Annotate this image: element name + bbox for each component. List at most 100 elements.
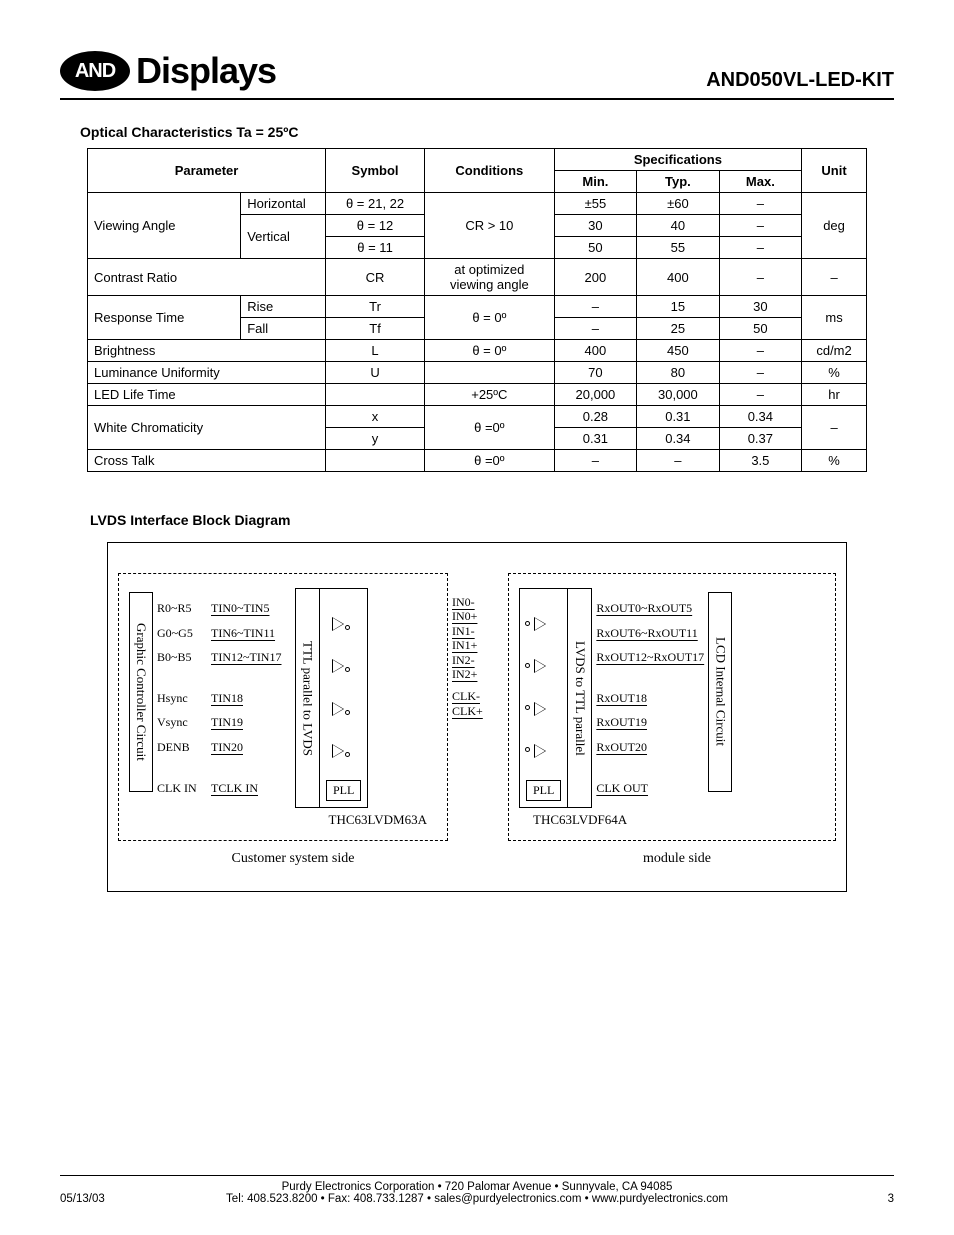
cell-va-r3-min: 50 — [554, 237, 636, 259]
cell-va-unit: deg — [802, 193, 867, 259]
row-brightness: Brightness — [88, 340, 326, 362]
part-number: AND050VL-LED-KIT — [706, 69, 894, 92]
cell-cr-sym: CR — [326, 259, 425, 296]
clkout: CLK OUT — [596, 781, 704, 795]
block-lvds-to-ttl: LVDS to TTL parallel — [567, 589, 591, 807]
logo-mark-text: AND — [75, 60, 115, 83]
lvds-in1m: IN1- — [452, 624, 504, 638]
cell-wc-cond: θ =0º — [425, 406, 555, 450]
cell-rt-r2-min: – — [554, 318, 636, 340]
footer-line1: Purdy Electronics Corporation • 720 Palo… — [60, 1181, 894, 1193]
cell-br-unit: cd/m2 — [802, 340, 867, 362]
rxout0: RxOUT0~RxOUT5 — [596, 601, 704, 615]
cell-va-r2-min: 30 — [554, 215, 636, 237]
rxout18: RxOUT18 — [596, 691, 704, 705]
cell-va-r1-max: – — [719, 193, 801, 215]
block-lcd-internal: LCD Internal Circuit — [708, 592, 732, 792]
cell-rt-sym2: Tf — [326, 318, 425, 340]
cell-va-r3-max: – — [719, 237, 801, 259]
footer-page-number: 3 — [888, 1193, 894, 1205]
label-customer-side: Customer system side — [118, 851, 468, 867]
cell-wc-unit: – — [802, 406, 867, 450]
lvds-in1p: IN1+ — [452, 638, 504, 652]
th-unit: Unit — [802, 149, 867, 193]
sig-vsync: Vsync — [157, 715, 203, 729]
row-cross-talk: Cross Talk — [88, 450, 326, 472]
lvds-in2p: IN2+ — [452, 667, 504, 681]
label-ttl-to-lvds: TTL parallel to LVDS — [300, 635, 316, 762]
lvds-in2m: IN2- — [452, 653, 504, 667]
cell-va-r1-min: ±55 — [554, 193, 636, 215]
cell-va-r2-max: – — [719, 215, 801, 237]
cell-rt-r2-typ: 25 — [637, 318, 719, 340]
cell-ct-max: 3.5 — [719, 450, 801, 472]
footer-line2: Tel: 408.523.8200 • Fax: 408.733.1287 • … — [60, 1193, 894, 1205]
label-lcd-internal: LCD Internal Circuit — [712, 631, 728, 752]
logo-mark: AND — [60, 51, 130, 91]
cell-rt-r1-max: 30 — [719, 296, 801, 318]
row-viewing-angle: Viewing Angle — [88, 193, 241, 259]
chip-thc63lvdm63a: THC63LVDM63A — [129, 812, 437, 828]
row-response: Response Time — [88, 296, 241, 340]
row-luminance: Luminance Uniformity — [88, 362, 326, 384]
tin20: TIN20 — [211, 740, 291, 754]
lvds-diagram-title: LVDS Interface Block Diagram — [90, 512, 894, 528]
logo: AND Displays — [60, 50, 276, 92]
tin0: TIN0~TIN5 — [211, 601, 291, 615]
sig-hsync: Hsync — [157, 691, 203, 705]
cell-ct-cond: θ =0º — [425, 450, 555, 472]
cell-wc-sym2: y — [326, 428, 425, 450]
cell-va-r2-typ: 40 — [637, 215, 719, 237]
cell-ct-sym — [326, 450, 425, 472]
cell-rt-fall: Fall — [241, 318, 326, 340]
cell-ll-cond: +25ºC — [425, 384, 555, 406]
sig-b: B0~B5 — [157, 650, 203, 664]
cell-br-max: – — [719, 340, 801, 362]
cell-wc-r1-typ: 0.31 — [637, 406, 719, 428]
lvds-in0m: IN0- — [452, 595, 504, 609]
cell-rt-cond: θ = 0º — [425, 296, 555, 340]
tclkin: TCLK IN — [211, 781, 291, 795]
block-graphic-controller: Graphic Controller Circuit — [129, 592, 153, 792]
cell-wc-r2-max: 0.37 — [719, 428, 801, 450]
rxout19: RxOUT19 — [596, 715, 704, 729]
cell-ll-typ: 30,000 — [637, 384, 719, 406]
cell-cr-typ: 400 — [637, 259, 719, 296]
cell-va-horizontal: Horizontal — [241, 193, 326, 215]
cell-br-sym: L — [326, 340, 425, 362]
block-ttl-to-lvds: TTL parallel to LVDS — [296, 589, 320, 807]
cell-rt-unit: ms — [802, 296, 867, 340]
cell-va-sym1: θ = 21, 22 — [326, 193, 425, 215]
footer-date: 05/13/03 — [60, 1193, 105, 1205]
cell-wc-r1-min: 0.28 — [554, 406, 636, 428]
lvds-in0p: IN0+ — [452, 609, 504, 623]
cell-wc-sym1: x — [326, 406, 425, 428]
cell-rt-rise: Rise — [241, 296, 326, 318]
cell-va-r3-typ: 55 — [637, 237, 719, 259]
tx-pll: PLL — [326, 780, 361, 801]
th-conditions: Conditions — [425, 149, 555, 193]
cell-lu-typ: 80 — [637, 362, 719, 384]
sig-g: G0~G5 — [157, 626, 203, 640]
th-specifications: Specifications — [554, 149, 801, 171]
cell-ll-sym — [326, 384, 425, 406]
row-led-life: LED Life Time — [88, 384, 326, 406]
rxout20: RxOUT20 — [596, 740, 704, 754]
lvds-clkp: CLK+ — [452, 704, 504, 718]
label-graphic-controller: Graphic Controller Circuit — [133, 617, 149, 767]
cell-ll-unit: hr — [802, 384, 867, 406]
cell-va-vertical: Vertical — [241, 215, 326, 259]
cell-wc-r1-max: 0.34 — [719, 406, 801, 428]
tin18: TIN18 — [211, 691, 291, 705]
row-contrast: Contrast Ratio — [88, 259, 326, 296]
th-max: Max. — [719, 171, 801, 193]
rx-pll: PLL — [526, 780, 561, 801]
page-header: AND Displays AND050VL-LED-KIT — [60, 50, 894, 100]
cell-wc-r2-min: 0.31 — [554, 428, 636, 450]
optical-characteristics-table: Parameter Symbol Conditions Specificatio… — [87, 148, 867, 472]
cell-br-cond: θ = 0º — [425, 340, 555, 362]
cell-cr-cond: at optimized viewing angle — [425, 259, 555, 296]
th-min: Min. — [554, 171, 636, 193]
rxout6: RxOUT6~RxOUT11 — [596, 626, 704, 640]
cell-wc-r2-typ: 0.34 — [637, 428, 719, 450]
